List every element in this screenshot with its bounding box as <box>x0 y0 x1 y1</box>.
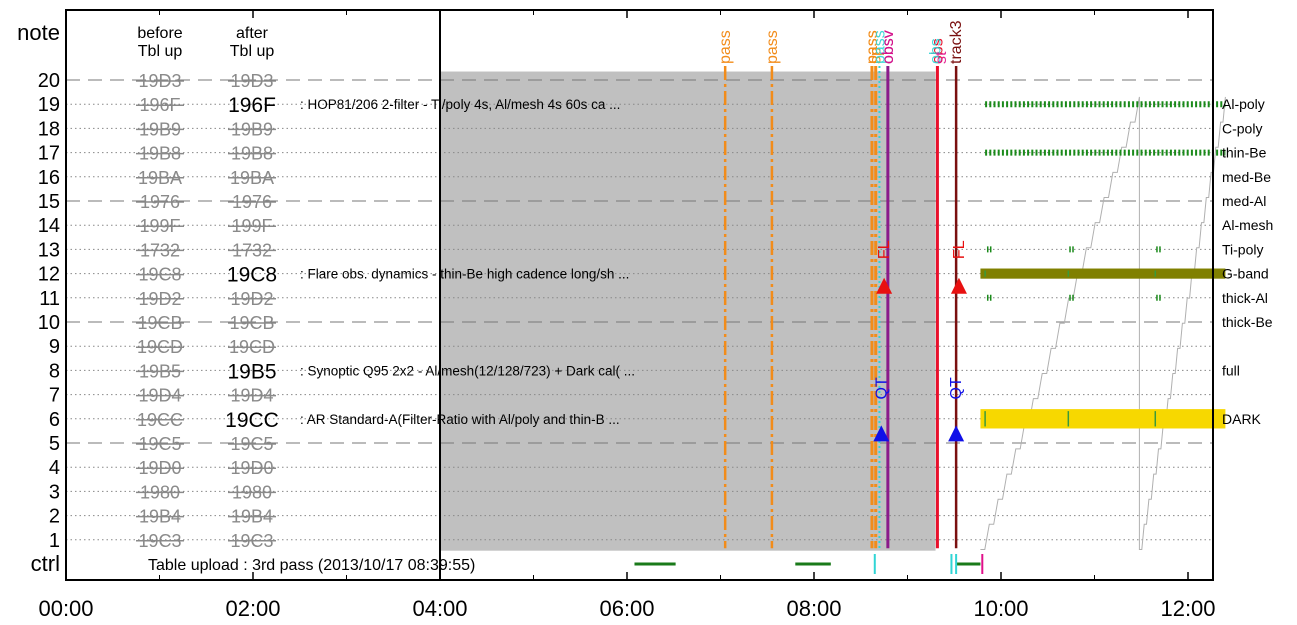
row-number: 18 <box>38 118 60 140</box>
plot-frame <box>65 9 1214 581</box>
row-number: 20 <box>38 70 60 92</box>
filter-label: Al-mesh <box>1222 217 1273 233</box>
row-number: 9 <box>49 336 60 358</box>
cadence-trace <box>980 96 1226 550</box>
marker-label: FL <box>951 240 968 259</box>
event-marker <box>950 277 967 294</box>
event-label: pass <box>764 30 781 64</box>
event-label: pass <box>871 30 888 64</box>
y-label-note: note <box>17 20 60 45</box>
row-number: 6 <box>49 409 60 431</box>
row-number: 15 <box>38 191 60 213</box>
row-after-code: 19C8 <box>227 264 277 287</box>
marker-label: FL <box>876 240 893 259</box>
x-tick-label: 10:00 <box>973 596 1028 621</box>
row-after-code: 196F <box>228 94 276 117</box>
filter-label: thick-Al <box>1222 290 1268 306</box>
event-label: obs <box>928 38 945 64</box>
row-description: : HOP81/206 2-filter - Ti/poly 4s, Al/me… <box>300 97 620 112</box>
x-tick-label: 02:00 <box>225 596 280 621</box>
event-label: pass <box>864 30 881 64</box>
event-label: pass <box>864 30 881 64</box>
x-tick-label: 12:00 <box>1160 596 1215 621</box>
x-tick-label: 08:00 <box>786 596 841 621</box>
event-label: obsv <box>880 30 897 64</box>
shaded-region <box>440 71 936 551</box>
row-description: : Synoptic Q95 2x2 - Al/mesh(12/128/723)… <box>300 363 635 378</box>
filter-label: full <box>1222 362 1240 378</box>
filter-label: med-Al <box>1222 193 1266 209</box>
event-label: obsv <box>880 30 897 64</box>
ctrl-text: Table upload : 3rd pass (2013/10/17 08:3… <box>148 557 475 574</box>
y-label-ctrl: ctrl <box>31 551 60 576</box>
event-label: sp <box>868 47 885 64</box>
filter-label: DARK <box>1222 411 1262 427</box>
col-header-before: Tbl up <box>138 43 183 60</box>
filter-label: G-band <box>1222 266 1269 282</box>
filter-label: thick-Be <box>1222 314 1273 330</box>
x-tick-label: 04:00 <box>412 596 467 621</box>
row-number: 12 <box>38 264 60 286</box>
event-label: track3 <box>948 20 965 64</box>
filter-bar <box>980 409 1226 429</box>
x-tick-label: 00:00 <box>38 596 93 621</box>
filter-label: C-poly <box>1222 120 1262 136</box>
row-description: : AR Standard-A(Filter-Ratio with Al/pol… <box>300 412 620 427</box>
row-number: 10 <box>38 312 60 334</box>
row-number: 3 <box>49 481 60 503</box>
filter-label: Ti-poly <box>1222 241 1264 257</box>
event-label: pass <box>717 30 734 64</box>
event-marker <box>876 277 893 294</box>
row-number: 16 <box>38 167 60 189</box>
row-number: 11 <box>39 288 60 310</box>
row-number: 1 <box>49 530 60 552</box>
filter-label: med-Be <box>1222 169 1271 185</box>
row-after-code: 19CC <box>225 409 279 432</box>
event-label: obs <box>929 38 946 64</box>
row-number: 8 <box>49 360 60 382</box>
row-number: 17 <box>38 143 60 165</box>
row-number: 7 <box>49 385 60 407</box>
filter-bar <box>980 268 1226 279</box>
filter-label: Al-poly <box>1222 96 1265 112</box>
row-description: : Flare obs. dynamics - thin-Be high cad… <box>300 267 629 282</box>
event-marker <box>948 425 965 442</box>
row-after-code: 19B5 <box>227 360 276 383</box>
row-number: 5 <box>49 433 60 455</box>
row-number: 14 <box>38 215 60 237</box>
col-header-after: after <box>236 25 269 42</box>
row-number: 2 <box>49 506 60 528</box>
marker-label: QT <box>873 377 890 399</box>
event-marker <box>873 425 890 442</box>
row-number: 13 <box>38 239 60 261</box>
filter-label: thin-Be <box>1222 145 1267 161</box>
row-number: 19 <box>38 94 60 116</box>
col-header-before: before <box>137 25 182 42</box>
row-number: 4 <box>49 457 60 479</box>
x-tick-label: 06:00 <box>599 596 654 621</box>
col-header-after: Tbl up <box>230 43 275 60</box>
marker-label: QT <box>948 377 965 399</box>
event-label: st <box>933 51 950 64</box>
